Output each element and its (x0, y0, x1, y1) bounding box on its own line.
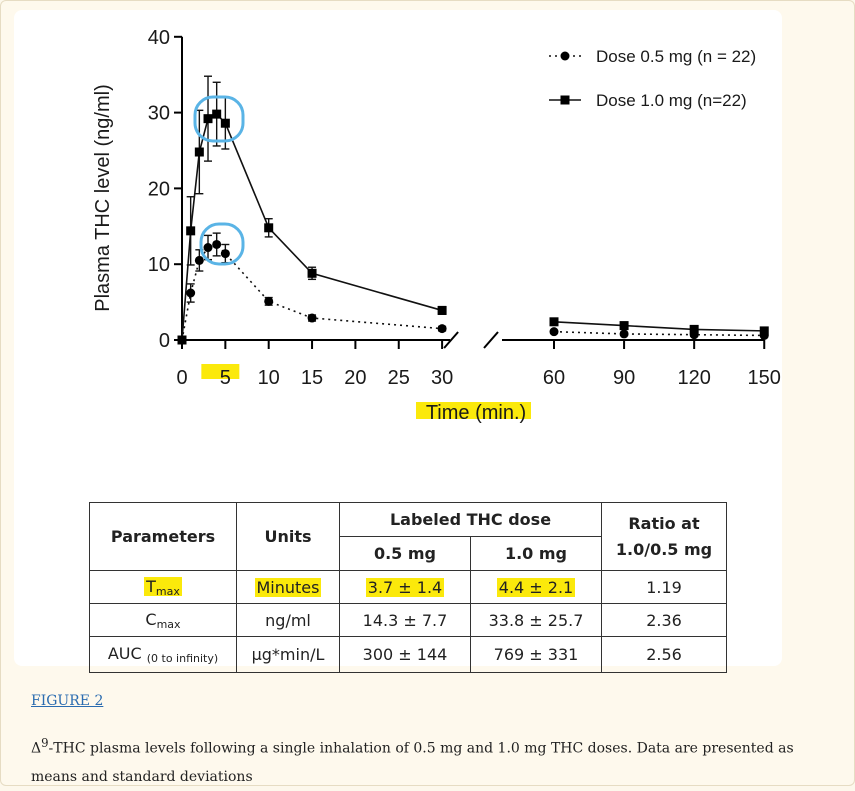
data-point (264, 296, 274, 306)
data-point (619, 329, 629, 339)
unit-cell: ng/ml (236, 603, 340, 637)
ratio-cell: 2.56 (601, 636, 727, 673)
value-05-cell: 3.7 ± 1.4 (339, 570, 471, 604)
x-tick-label: 60 (543, 367, 565, 389)
legend-marker (560, 51, 570, 61)
x-tick-label: 90 (613, 367, 635, 389)
parameters-table: Parameters Units Labeled THC dose Ratio … (89, 502, 727, 673)
header-dose-05: 0.5 mg (339, 536, 471, 571)
figure-card: 0 10 20 30 40 0 5 10 15 20 25 30 60 90 120 150 Dose 0.5… (14, 10, 782, 673)
y-tick-label: 30 (148, 103, 170, 125)
annotation-circle (199, 222, 245, 266)
x-tick-label: 120 (677, 367, 710, 389)
data-point (203, 243, 213, 253)
table-row-cmax: Cmax ng/ml 14.3 ± 7.7 33.8 ± 25.7 2.36 (89, 603, 727, 637)
data-point (186, 288, 196, 298)
legend-label: Dose 1.0 mg (n=22) (596, 91, 747, 110)
header-units: Units (236, 502, 340, 571)
value-10-cell: 769 ± 331 (470, 636, 602, 673)
param-cell: AUC (0 to infinity) (89, 636, 237, 673)
data-point (689, 324, 699, 334)
x-tick-label: 25 (388, 367, 410, 389)
header-dose-10: 1.0 mg (470, 536, 602, 571)
ratio-cell: 2.36 (601, 603, 727, 637)
data-point (264, 223, 274, 233)
unit-cell: µg*min/L (236, 636, 340, 673)
data-point (759, 326, 769, 336)
param-cell: Tmax (89, 570, 237, 604)
data-point (212, 239, 222, 249)
legend-label: Dose 0.5 mg (n = 22) (596, 47, 756, 66)
header-ratio: Ratio at 1.0/0.5 mg (601, 502, 727, 571)
annotation-circle (193, 95, 245, 143)
tick-5-highlight (201, 364, 240, 379)
unit-cell: Minutes (236, 570, 340, 604)
data-point (212, 109, 222, 119)
series-line-0 (553, 330, 765, 337)
data-point (549, 317, 559, 327)
x-tick-label: 0 (176, 367, 187, 389)
data-point (307, 313, 317, 323)
axis-break-mark (443, 331, 459, 349)
data-point (203, 114, 213, 124)
x-tick-label: 5 (220, 367, 231, 389)
y-tick-label: 0 (159, 330, 170, 352)
data-point (194, 147, 204, 157)
table-row-tmax: Tmax Minutes 3.7 ± 1.4 4.4 ± 2.1 1.19 (89, 570, 727, 604)
xlabel-highlight (416, 402, 531, 419)
x-tick-label: 30 (431, 367, 453, 389)
value-05-cell: 300 ± 144 (339, 636, 471, 673)
data-point (759, 330, 769, 340)
series-line-0 (181, 243, 443, 341)
table-row-auc: AUC (0 to infinity) µg*min/L 300 ± 144 7… (89, 636, 727, 673)
data-point (437, 305, 447, 315)
data-point (689, 330, 699, 340)
value-05-cell: 14.3 ± 7.7 (339, 603, 471, 637)
x-tick-label: 20 (344, 367, 366, 389)
data-point (186, 226, 196, 236)
data-point (437, 324, 447, 334)
thc-plasma-chart: 0 10 20 30 40 0 5 10 15 20 25 30 60 90 120 150 Dose 0.5… (92, 27, 781, 424)
value-10-cell: 4.4 ± 2.1 (470, 570, 602, 604)
data-point (307, 268, 317, 278)
data-point (220, 249, 230, 259)
figure-link[interactable]: FIGURE 2 (31, 693, 104, 709)
series-line-1 (181, 113, 443, 341)
header-labeled-dose: Labeled THC dose (339, 502, 602, 537)
y-axis-label: Plasma THC level (ng/ml) (92, 84, 114, 311)
header-parameters: Parameters (89, 502, 237, 571)
legend-marker (560, 95, 570, 105)
y-tick-label: 40 (148, 27, 170, 49)
y-tick-label: 20 (148, 178, 170, 200)
series-line-1 (553, 321, 765, 332)
x-tick-label: 150 (748, 367, 781, 389)
x-axis-label: Time (min.) (426, 402, 526, 424)
value-10-cell: 33.8 ± 25.7 (470, 603, 602, 637)
data-point (549, 327, 559, 337)
x-tick-label: 15 (301, 367, 323, 389)
data-point (619, 321, 629, 331)
data-point (194, 255, 204, 265)
figure-caption: Δ9-THC plasma levels following a single … (31, 736, 794, 785)
param-cell: Cmax (89, 603, 237, 637)
x-tick-label: 10 (258, 367, 280, 389)
ratio-cell: 1.19 (601, 570, 727, 604)
y-tick-label: 10 (148, 254, 170, 276)
axis-break-mark (483, 331, 499, 349)
data-point (220, 118, 230, 128)
data-point (177, 335, 187, 345)
